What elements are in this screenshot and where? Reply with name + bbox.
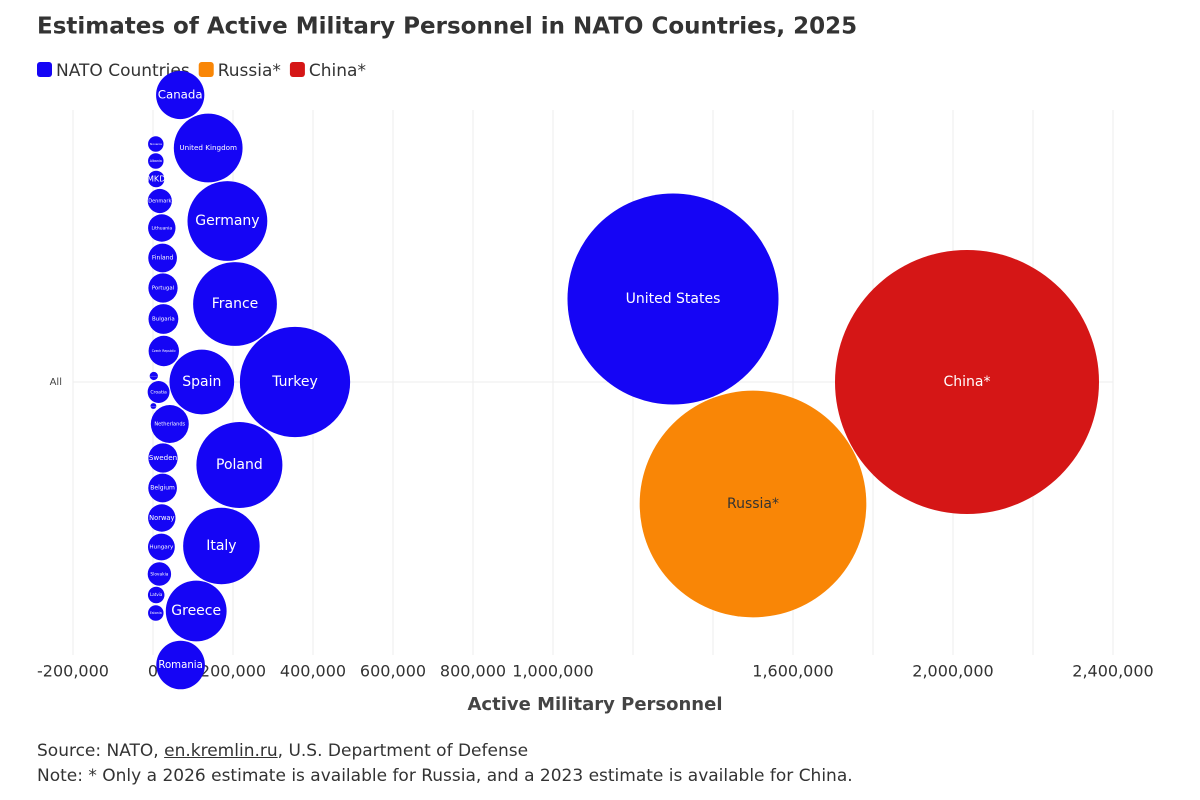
bubble <box>148 473 177 503</box>
bubble-label: France <box>212 296 259 312</box>
source-text: Source: NATO, <box>37 741 165 761</box>
bubble <box>147 586 165 604</box>
bubble-label: Slovakia <box>150 572 168 578</box>
bubble-label: Hungary <box>149 545 174 551</box>
bubble-label: Romania <box>158 660 202 671</box>
bubble <box>148 273 178 303</box>
bubble-label: Croatia <box>150 390 167 396</box>
bubble-label: Lithuania <box>151 226 172 232</box>
note: Note: * Only a 2026 estimate is availabl… <box>37 766 853 786</box>
source: Source: NATO, en.kremlin.ru, U.S. Depart… <box>37 741 528 761</box>
source-text: , U.S. Department of Defense <box>277 741 529 761</box>
bubble <box>148 443 178 473</box>
bubble <box>148 605 164 621</box>
bubble <box>165 580 227 642</box>
bubble-label: Spain <box>182 374 221 390</box>
bubble <box>169 349 235 415</box>
bubble-label: Netherlands <box>154 422 185 428</box>
bubble-label: Sweden <box>149 453 177 462</box>
bubble <box>148 335 180 367</box>
bubble-label: Poland <box>216 457 263 473</box>
bubble <box>156 640 205 690</box>
bubble <box>147 533 175 561</box>
legend-label: China* <box>309 61 366 81</box>
legend: NATO Countries Russia* China* <box>37 61 366 81</box>
chart: Estimates of Active Military Personnel i… <box>37 14 1154 715</box>
x-tick-label: 400,000 <box>280 662 346 681</box>
bubble-label: Latvia <box>150 592 163 597</box>
bubble <box>147 562 172 586</box>
x-tick-label: 2,000,000 <box>912 662 993 681</box>
bubble-label: Luxembourg <box>151 405 157 408</box>
bubble-label: Estonia <box>150 611 162 615</box>
source-link[interactable]: en.kremlin.ru <box>164 741 278 761</box>
bubble-label: MKD <box>147 174 166 184</box>
bubble <box>156 70 205 120</box>
legend-label: NATO Countries <box>56 61 190 81</box>
bubble <box>193 262 277 346</box>
x-tick-label: -200,000 <box>37 662 109 681</box>
bubble-label: Bulgaria <box>152 317 175 323</box>
x-axis-title: Active Military Personnel <box>468 694 723 715</box>
bubble <box>148 214 176 242</box>
bubble-label: Greece <box>171 603 221 619</box>
bubble <box>147 170 165 188</box>
bubble-label: Germany <box>195 213 259 229</box>
bubble-label: Portugal <box>152 286 174 292</box>
x-tick-label: 600,000 <box>360 662 426 681</box>
bubble-label: Slovenia <box>150 142 162 146</box>
x-tick-label: 800,000 <box>440 662 506 681</box>
bubble-label: Russia* <box>727 496 779 512</box>
legend-swatch <box>289 62 305 77</box>
chart-title: Estimates of Active Military Personnel i… <box>37 14 857 40</box>
bubble <box>148 153 164 169</box>
bubble-label: Belgium <box>150 485 175 492</box>
bubble-label: Norway <box>149 514 174 522</box>
legend-swatch <box>198 62 214 77</box>
bubble <box>147 381 170 403</box>
bubbles: United States Turkey Poland France Germany It… <box>147 70 1099 690</box>
bubble <box>148 304 179 334</box>
bubble <box>148 136 164 152</box>
bubble-label: Canada <box>158 88 203 102</box>
x-tick-label: 1,600,000 <box>752 662 833 681</box>
y-tick-label: All <box>50 377 62 388</box>
x-tick-label: 1,000,000 <box>512 662 593 681</box>
bubble <box>183 507 260 585</box>
bubble <box>239 326 351 438</box>
bubble <box>835 250 1099 514</box>
bubble-label: United States <box>626 291 721 307</box>
bubble <box>150 405 189 443</box>
bubble <box>187 181 268 261</box>
bubble <box>639 390 867 618</box>
x-tick-label: 200,000 <box>200 662 266 681</box>
bubble-label: Italy <box>206 538 236 554</box>
bubble <box>149 371 158 381</box>
bubble <box>173 113 243 183</box>
bubble-label: China* <box>944 374 991 390</box>
x-tick-label: 2,400,000 <box>1072 662 1153 681</box>
bubble-label: United Kingdom <box>179 143 237 152</box>
bubble <box>196 421 283 509</box>
bubble <box>148 243 177 273</box>
bubble-label: Finland <box>152 255 174 262</box>
bubble <box>148 504 176 532</box>
bubble-label: Turkey <box>271 374 318 390</box>
legend-swatch <box>37 62 52 77</box>
bubble <box>147 188 172 214</box>
legend-label: Russia* <box>218 61 281 81</box>
bubble-label: Albania <box>150 159 162 163</box>
bubble <box>567 193 779 405</box>
bubble-label: Montenegro <box>150 375 157 378</box>
x-tick-label: 0 <box>148 662 158 681</box>
bubble-label: Czech Republic <box>152 349 176 353</box>
bubble <box>150 403 157 409</box>
bubble-label: Denmark <box>148 199 171 205</box>
